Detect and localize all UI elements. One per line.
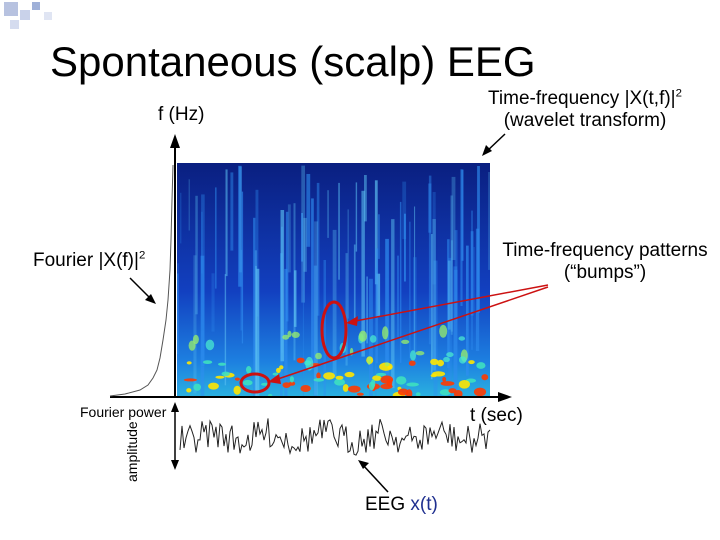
time-axis-arrowhead (498, 392, 512, 402)
time-frequency-label: Time-frequency |X(t,f)|2 (wavelet transf… (470, 88, 700, 132)
patterns-label-main: Time-frequency patterns (502, 240, 708, 261)
time-frequency-label-exponent: 2 (675, 87, 682, 100)
bump-outline-high (320, 300, 348, 360)
fourier-label-main: Fourier |X(f)| (33, 250, 139, 271)
patterns-label-sub: (“bumps”) (563, 262, 647, 283)
tf-label-pointer-head (482, 145, 492, 156)
frequency-axis-label: f (Hz) (158, 104, 205, 125)
amplitude-axis-arrowhead-down (171, 460, 179, 470)
fourier-label-pointer-head (145, 294, 156, 304)
pattern-arrow-head-high (346, 316, 358, 326)
fourier-label-exponent: 2 (138, 249, 146, 262)
spectrogram-image (177, 163, 490, 396)
pattern-arrow-to-high-bump (349, 284, 549, 323)
slide-title: Spontaneous (scalp) EEG (50, 38, 536, 85)
eeg-signal-trace (179, 418, 491, 456)
time-frequency-label-main: Time-frequency |X(t,f)| (488, 88, 676, 109)
frequency-axis-arrowhead (170, 134, 180, 148)
pattern-arrow-to-low-bump (271, 286, 549, 382)
fourier-label-pointer (129, 277, 153, 301)
eeg-label-pointer (361, 463, 389, 493)
eeg-label-pointer-head (358, 460, 369, 469)
eeg-label: EEG x(t) (365, 494, 438, 516)
fourier-label: Fourier |X(f)|2 (33, 250, 145, 272)
amplitude-axis-label: amplitude (124, 421, 140, 482)
fourier-power-label: Fourier power (80, 404, 167, 420)
eeg-label-signal: x(t) (410, 494, 438, 515)
time-axis-label: t (sec) (470, 405, 523, 426)
bump-outline-low (239, 372, 271, 394)
pattern-arrow-head-low (268, 374, 281, 384)
corner-squares-decoration (4, 2, 52, 29)
amplitude-axis-arrowhead-up (171, 402, 179, 412)
eeg-label-prefix: EEG (365, 494, 411, 515)
time-frequency-label-sub: (wavelet transform) (503, 110, 667, 131)
time-frequency-patterns-label: Time-frequency patterns (“bumps”) (490, 240, 720, 284)
fourier-power-curve (109, 164, 174, 397)
